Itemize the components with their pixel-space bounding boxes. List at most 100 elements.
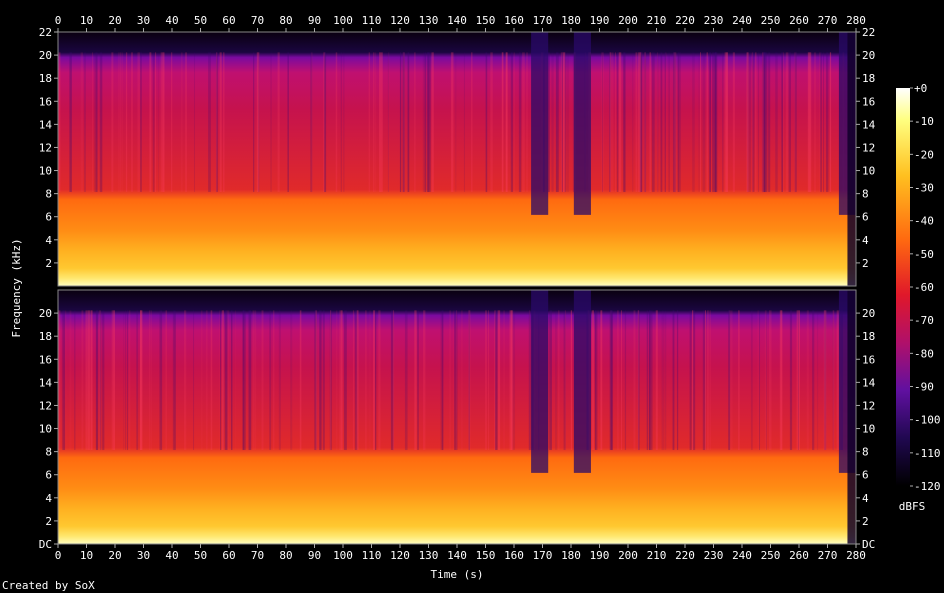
y-tick-label-right: 8 — [862, 446, 869, 459]
texture-streak — [58, 310, 60, 451]
texture-streak — [216, 52, 217, 193]
texture-streak — [640, 52, 642, 193]
texture-streak — [471, 52, 473, 193]
y-tick-label-left: 4 — [45, 234, 52, 247]
texture-streak — [456, 310, 458, 451]
texture-streak — [692, 310, 694, 451]
texture-streak — [113, 310, 116, 451]
x-tick-label-bottom: 20 — [108, 549, 121, 562]
y-axis-label: Frequency (kHz) — [10, 238, 23, 337]
colorbar-label: dBFS — [899, 500, 926, 513]
texture-streak — [225, 310, 228, 451]
colorbar-tick-label: -120 — [914, 480, 941, 493]
texture-streak — [369, 310, 371, 451]
texture-streak — [310, 52, 313, 193]
texture-streak — [81, 310, 84, 451]
x-tick-label-bottom: 50 — [194, 549, 207, 562]
x-tick-label-top: 70 — [251, 14, 264, 27]
texture-streak — [185, 52, 187, 193]
texture-streak — [758, 52, 760, 193]
texture-streak — [154, 52, 157, 193]
texture-streak — [216, 52, 218, 193]
credit-text: Created by SoX — [2, 579, 95, 592]
texture-streak — [806, 310, 809, 451]
texture-streak — [649, 310, 651, 451]
texture-streak — [677, 52, 679, 193]
x-tick-label-top: 60 — [222, 14, 235, 27]
channel-1-panel — [57, 31, 857, 287]
texture-streak — [299, 310, 302, 451]
texture-streak — [454, 310, 457, 451]
texture-streak — [461, 310, 463, 451]
texture-streak — [808, 52, 812, 193]
texture-streak — [660, 52, 663, 193]
texture-streak — [557, 310, 560, 451]
colorbar-tick-label: -30 — [914, 182, 934, 195]
texture-streak — [95, 310, 99, 451]
y-tick-label-right: 10 — [862, 165, 875, 178]
texture-streak — [664, 52, 666, 193]
x-axis-label: Time (s) — [431, 568, 484, 581]
texture-streak — [290, 310, 293, 451]
y-tick-label-right: 6 — [862, 469, 869, 482]
texture-streak — [59, 52, 60, 193]
texture-streak — [509, 310, 512, 451]
fade-out-region — [847, 290, 856, 544]
texture-streak — [746, 52, 749, 193]
x-tick-label-top: 90 — [308, 14, 321, 27]
colorbar-tick-label: -50 — [914, 248, 934, 261]
texture-streak — [528, 310, 530, 451]
x-tick-label-top: 170 — [533, 14, 553, 27]
y-tick-label-right: 8 — [862, 188, 869, 201]
x-tick-label-top: 260 — [789, 14, 809, 27]
x-tick-label-bottom: 250 — [761, 549, 781, 562]
texture-streak — [644, 52, 647, 193]
texture-streak — [813, 52, 817, 193]
texture-streak — [529, 310, 532, 451]
texture-streak — [58, 310, 61, 451]
texture-streak — [775, 52, 778, 193]
texture-streak — [650, 310, 653, 451]
y-tick-label-right: 20 — [862, 49, 875, 62]
texture-streak — [431, 52, 434, 193]
texture-streak — [832, 310, 834, 451]
texture-streak — [798, 310, 799, 451]
texture-streak — [692, 52, 695, 193]
texture-streak — [549, 310, 552, 451]
texture-streak — [379, 52, 382, 193]
texture-streak — [440, 310, 443, 451]
texture-streak — [340, 52, 343, 193]
texture-streak — [487, 310, 489, 451]
texture-streak — [94, 52, 97, 193]
texture-streak — [601, 52, 604, 193]
y-tick-label-right: 2 — [862, 515, 869, 528]
texture-streak — [404, 310, 408, 451]
texture-streak — [153, 52, 155, 193]
texture-streak — [463, 52, 465, 193]
texture-streak — [387, 52, 390, 193]
texture-streak — [330, 310, 332, 451]
texture-streak — [194, 52, 195, 193]
texture-streak — [485, 310, 487, 451]
texture-streak — [90, 310, 93, 451]
texture-streak — [62, 310, 66, 451]
texture-streak — [98, 310, 102, 451]
texture-streak — [242, 310, 245, 451]
x-tick-label-bottom: 190 — [590, 549, 610, 562]
texture-streak — [832, 310, 835, 451]
texture-streak — [339, 310, 342, 451]
quiet-section — [573, 32, 591, 215]
texture-streak — [820, 52, 822, 193]
texture-streak — [424, 310, 426, 451]
texture-streak — [829, 52, 832, 193]
texture-streak — [837, 310, 840, 451]
texture-streak — [505, 52, 508, 193]
texture-streak — [155, 52, 157, 193]
texture-streak — [591, 310, 594, 451]
texture-streak — [149, 52, 152, 193]
texture-streak — [738, 310, 740, 451]
texture-streak — [765, 52, 768, 193]
texture-streak — [709, 52, 711, 193]
texture-streak — [750, 310, 753, 451]
y-tick-label-right: 4 — [862, 234, 869, 247]
